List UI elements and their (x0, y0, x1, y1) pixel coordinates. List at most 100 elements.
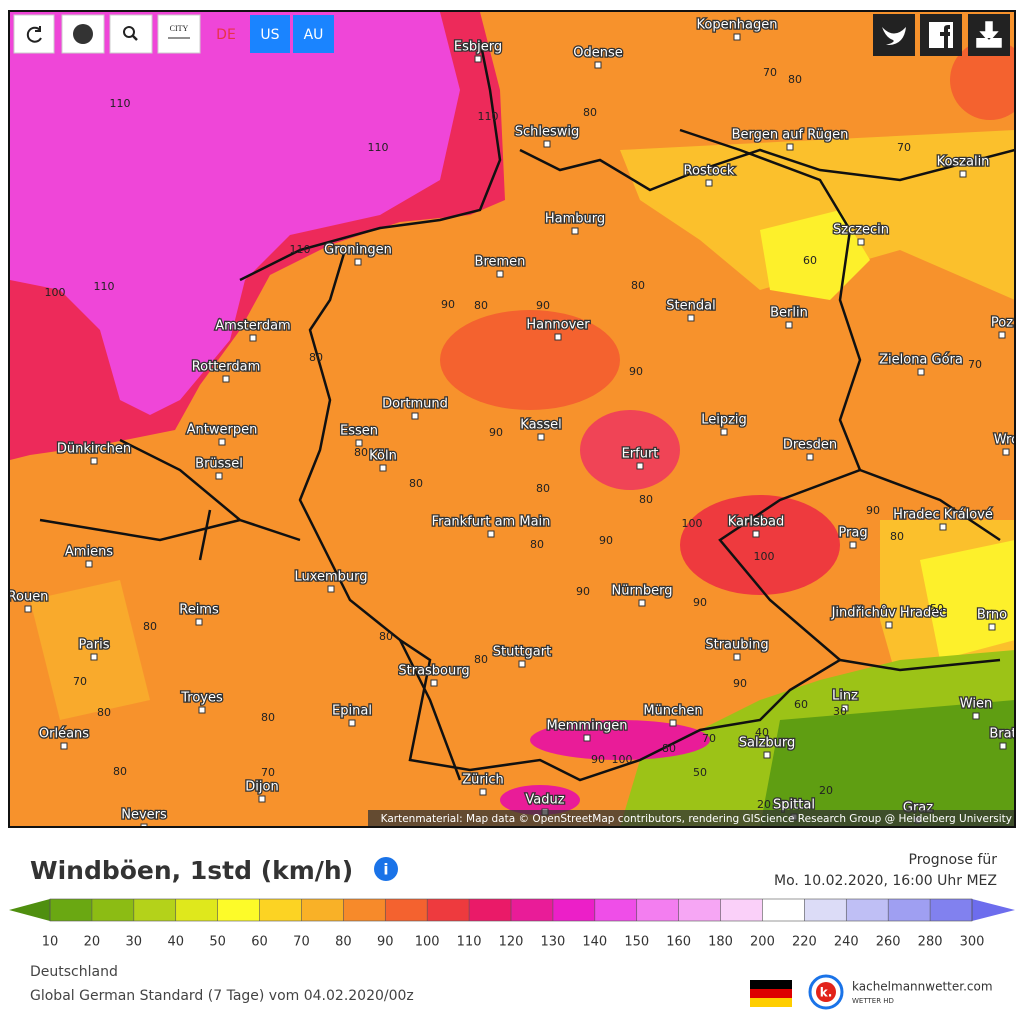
region-button[interactable] (250, 15, 290, 53)
city-dot (249, 334, 257, 342)
city-dot (669, 719, 677, 727)
legend-tick-label: 180 (708, 935, 733, 950)
city-dot (218, 438, 226, 446)
legend-swatch (217, 899, 260, 921)
legend-tick-label: 120 (499, 935, 524, 950)
city-button[interactable] (157, 14, 201, 54)
city-label: Stendal (666, 299, 715, 314)
zoom-icon (132, 35, 138, 41)
city-label: Szczecin (833, 223, 889, 238)
city-label: Nürnberg (612, 584, 673, 599)
contour-label: 80 (409, 477, 423, 490)
info-icon: i (383, 861, 388, 879)
legend-swatch (50, 899, 92, 921)
region-button-label[interactable]: DE (216, 27, 236, 43)
city-dot (959, 170, 967, 178)
city-label: Nevers (121, 808, 167, 823)
city-label: Linz (832, 689, 858, 704)
city-label: Brüssel (195, 457, 243, 472)
contour-label: 100 (612, 753, 633, 766)
field-orange (30, 580, 150, 720)
contour-label: 90 (629, 365, 643, 378)
contour-label: 80 (639, 493, 653, 506)
city-label: Essen (340, 424, 378, 439)
region-button-label[interactable]: AU (304, 27, 324, 43)
city-dot (90, 653, 98, 661)
contour-label: 90 (489, 426, 503, 439)
city-dot (479, 788, 487, 796)
legend-tick-label: 20 (84, 935, 101, 950)
contour-label: 80 (143, 620, 157, 633)
city-dot (786, 143, 794, 151)
contour-label: 60 (794, 698, 808, 711)
city-dot (988, 623, 996, 631)
legend-tick-label: 160 (666, 935, 691, 950)
city-label: Wien (960, 697, 992, 712)
city-label: Dünkirchen (57, 442, 131, 457)
contour-label: 30 (833, 705, 847, 718)
contour-label: 90 (591, 753, 605, 766)
refresh-button[interactable] (13, 14, 55, 54)
legend-tick-label: 50 (209, 935, 226, 950)
city-dot (763, 751, 771, 759)
city-label: München (643, 704, 702, 719)
legend-tick-label: 140 (582, 935, 607, 950)
flag (750, 980, 792, 1007)
legend-swatch (175, 899, 218, 921)
city-label: Schleswig (515, 125, 580, 140)
city-dot (90, 457, 98, 465)
legend-tick-label: 90 (377, 935, 394, 950)
city-label: Orléans (39, 727, 89, 742)
zoom-button[interactable] (109, 14, 153, 54)
city-dot (733, 653, 741, 661)
city-label: Epinal (332, 704, 372, 719)
region-button[interactable] (293, 15, 334, 53)
field-red (440, 310, 620, 410)
city-dot (496, 270, 504, 278)
contour-label: 80 (354, 446, 368, 459)
legend-tick-label: 110 (457, 935, 482, 950)
legend-title: Windböen, 1std (km/h) (30, 856, 353, 885)
contour-label: 80 (474, 653, 488, 666)
legend-tick-label: 280 (918, 935, 943, 950)
map[interactable]: Kopenhagen Esbjerg Odense Schleswig Bergen a… (8, 11, 1024, 830)
legend-swatch (9, 899, 50, 921)
city-label: Kassel (520, 418, 561, 433)
city-dot (518, 660, 526, 668)
contour-label: 110 (368, 141, 389, 154)
download-icon (976, 21, 1002, 48)
city-dot (720, 428, 728, 436)
region-button-label[interactable]: US (260, 27, 279, 43)
city-label: Hamburg (545, 212, 605, 227)
legend-tick-label: 100 (415, 935, 440, 950)
legend-tick-label: 240 (834, 935, 859, 950)
city-label: Poz (991, 316, 1013, 331)
contour-label: 80 (474, 299, 488, 312)
city-dot (430, 679, 438, 687)
legend-swatch (594, 899, 637, 921)
field-magenta (530, 720, 710, 760)
legend-swatch (678, 899, 721, 921)
city-label: Köln (369, 449, 397, 464)
contour-label: 90 (866, 504, 880, 517)
contour-label: 80 (261, 711, 275, 724)
contour-label: 70 (702, 732, 716, 745)
contour-label: 90 (693, 596, 707, 609)
legend-swatch (972, 899, 1015, 921)
contour-label: 90 (576, 585, 590, 598)
contour-label: 80 (662, 742, 676, 755)
city-label: Bremen (475, 255, 526, 270)
city-dot (638, 599, 646, 607)
legend-swatch (511, 899, 553, 921)
city-dot (60, 742, 68, 750)
city-label: Spittal (773, 798, 815, 813)
city-dot (752, 530, 760, 538)
contour-label: 60 (803, 254, 817, 267)
city-label: Reims (179, 603, 219, 618)
info-button[interactable] (374, 857, 398, 881)
globe-icon (73, 24, 93, 44)
city-dot (594, 61, 602, 69)
city-dot (636, 462, 644, 470)
city-dot (857, 238, 865, 246)
legend-tick-label: 200 (750, 935, 775, 950)
